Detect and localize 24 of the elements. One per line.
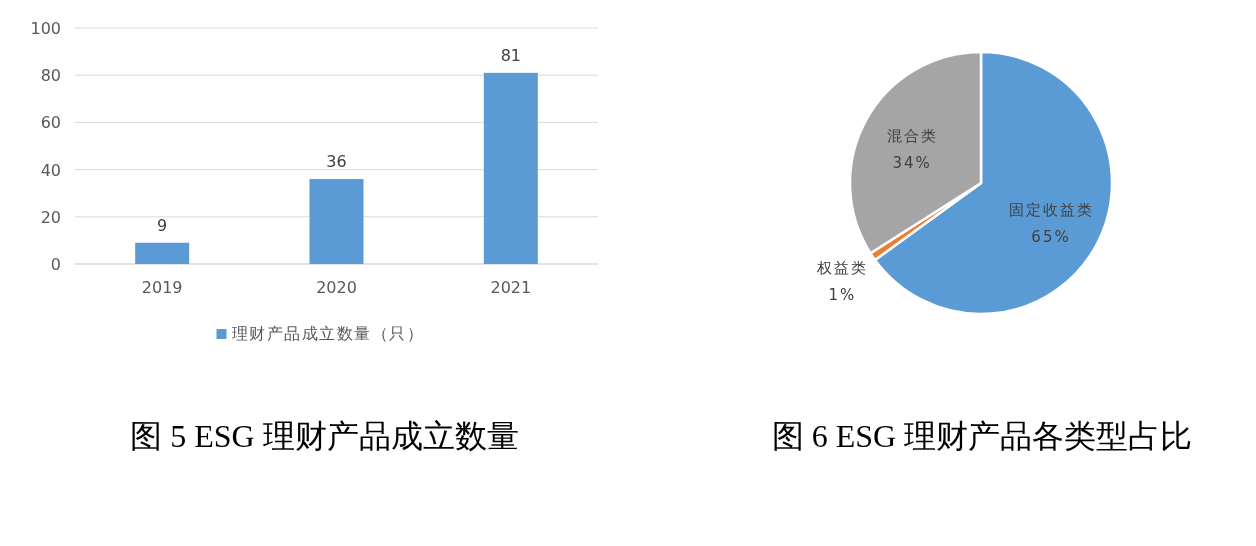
data-label: 9 <box>157 215 168 235</box>
slice-label: 权益类 <box>815 259 868 278</box>
y-tick-label: 100 <box>30 19 61 38</box>
text: 图 6 ESG 理财产品各类型占比 <box>771 418 1193 454</box>
bar <box>309 179 364 264</box>
y-tick-label: 40 <box>40 160 61 180</box>
bar <box>135 242 190 264</box>
y-tick-label: 20 <box>40 207 61 227</box>
text: 图 5 ESG 理财产品成立数量 <box>130 418 519 454</box>
legend-label: 理财产品成立数量（只） <box>231 324 424 343</box>
x-tick-label: 2021 <box>490 278 532 297</box>
y-tick-label: 0 <box>50 255 61 274</box>
x-tick-label: 2019 <box>141 278 183 297</box>
slice-label: 固定收益类 <box>1008 200 1094 219</box>
data-label: 81 <box>500 45 522 65</box>
data-label: 65% <box>1031 227 1071 246</box>
data-label: 34% <box>892 154 932 173</box>
slice-label: 混合类 <box>886 127 938 146</box>
y-tick-label: 80 <box>40 66 61 86</box>
x-tick-label: 2020 <box>316 278 357 297</box>
bar <box>483 72 538 264</box>
data-label: 36 <box>326 152 347 172</box>
y-tick-label: 60 <box>40 113 61 133</box>
data-label: 1% <box>828 286 857 305</box>
